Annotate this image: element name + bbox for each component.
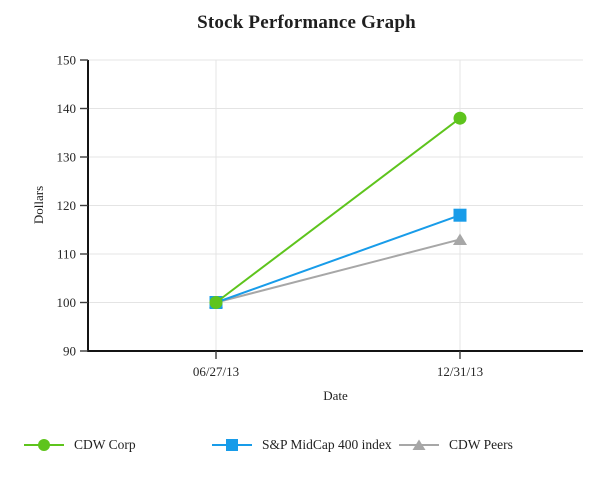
legend: CDW Corp S&P MidCap 400 index CDW Peers <box>0 437 613 457</box>
x-tick-label: 06/27/13 <box>193 364 239 379</box>
legend-marker-s-p-midcap-400-index <box>226 439 238 451</box>
y-tick-label: 90 <box>63 344 76 359</box>
square-marker-icon <box>212 439 252 451</box>
legend-item-cdw-corp: CDW Corp <box>24 437 136 453</box>
y-tick-label: 100 <box>57 295 77 310</box>
series-point-cdw-peers <box>452 233 467 245</box>
chart-title: Stock Performance Graph <box>197 12 416 33</box>
y-tick-label: 140 <box>57 101 77 116</box>
x-tick-label: 12/31/13 <box>437 364 483 379</box>
series-line-s-p-midcap-400-index <box>215 214 461 304</box>
legend-item-cdw-peers: CDW Peers <box>399 437 513 453</box>
series-point-cdw-corp <box>209 296 223 309</box>
y-tick-label: 130 <box>57 150 77 165</box>
y-axis-title: Dollars <box>31 185 46 225</box>
legend-label: CDW Peers <box>449 437 513 452</box>
legend-label: CDW Corp <box>74 437 136 452</box>
triangle-marker-icon <box>399 439 439 450</box>
y-tick-label: 150 <box>57 53 77 68</box>
legend-marker-cdw-corp <box>38 439 50 451</box>
y-tick-label: 110 <box>57 247 76 262</box>
series-point-s-p-midcap-400-index <box>453 208 467 222</box>
legend-marker-cdw-peers <box>412 439 426 450</box>
series-line-cdw-peers <box>215 238 461 304</box>
circle-marker-icon <box>24 439 64 451</box>
series-line-cdw-corp <box>215 117 461 304</box>
series-point-cdw-corp <box>453 111 467 125</box>
legend-item-s-p-midcap-400-index: S&P MidCap 400 index <box>212 437 392 453</box>
legend-label: S&P MidCap 400 index <box>262 437 392 452</box>
x-axis-title: Date <box>323 388 348 403</box>
y-tick-label: 120 <box>57 198 77 213</box>
